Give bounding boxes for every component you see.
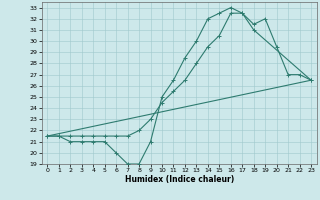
X-axis label: Humidex (Indice chaleur): Humidex (Indice chaleur) bbox=[124, 175, 234, 184]
